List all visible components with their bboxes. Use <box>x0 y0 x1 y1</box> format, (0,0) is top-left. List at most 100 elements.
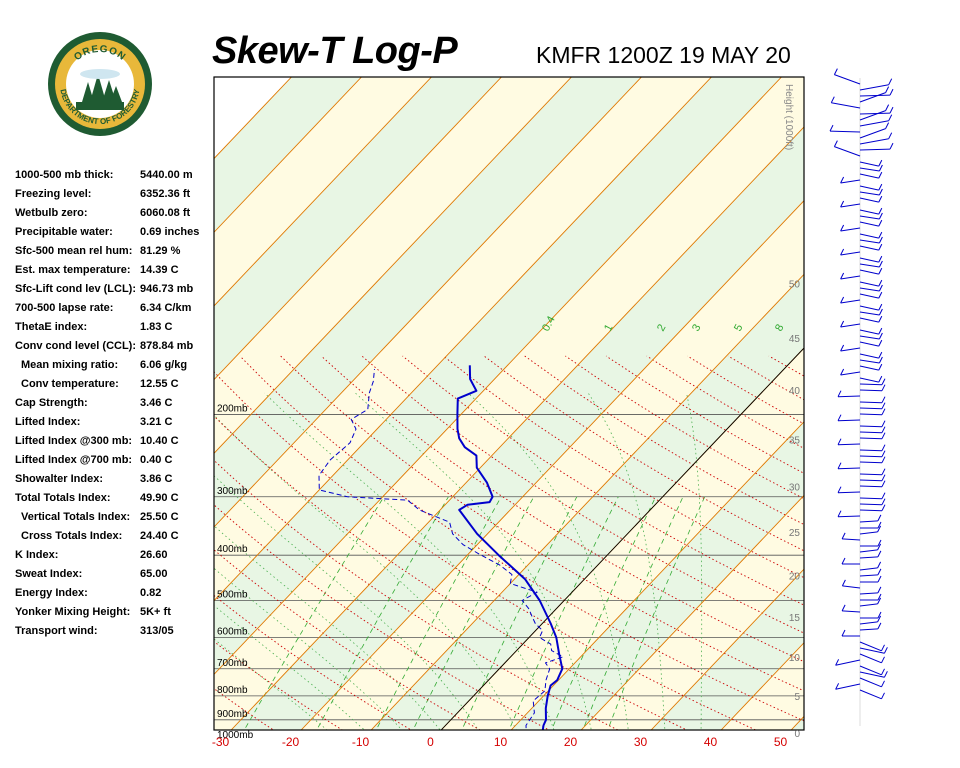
dry-adiabat-line <box>402 355 804 606</box>
wind-barb <box>859 207 883 215</box>
wind-barb <box>859 622 882 631</box>
isotherm-line <box>214 77 572 454</box>
wind-barb <box>859 339 883 347</box>
index-label: ThetaE index: <box>15 321 88 333</box>
index-label: Conv cond level (CCL): <box>15 340 137 352</box>
moist-adiabat-line <box>686 392 703 730</box>
index-label: Cap Strength: <box>15 397 88 409</box>
wind-barb <box>859 351 883 359</box>
dry-adiabat-line <box>239 355 804 722</box>
wind-barb <box>859 106 894 115</box>
pressure-labels: 200mb 300mb 400mb 500mb 600mb 700mb 800mb 900mb… <box>217 403 254 741</box>
index-value: 3.46 C <box>140 397 173 409</box>
index-value: 1.83 C <box>140 321 173 333</box>
oregon-department-of-forestry-logo: OREGON DEPARTMENT OF FORESTRY <box>48 32 152 136</box>
isotherm-line <box>370 273 804 730</box>
wind-barb <box>859 647 888 654</box>
wind-barb <box>840 320 861 328</box>
index-label: Sfc-Lift cond lev (LCL): <box>15 283 136 295</box>
wind-barb <box>837 462 861 470</box>
pressure-label: 400mb <box>217 544 248 555</box>
wind-barb <box>835 659 861 666</box>
index-value: 6352.36 ft <box>140 188 191 200</box>
index-value: 3.21 C <box>140 416 173 428</box>
wind-barb <box>859 171 883 179</box>
wind-barb <box>859 291 883 299</box>
isotherm-line <box>650 568 804 730</box>
wind-barb <box>859 363 883 371</box>
wind-barb <box>837 414 861 422</box>
index-label: Transport wind: <box>15 625 98 637</box>
wind-barb <box>859 375 883 383</box>
wind-barb <box>859 550 882 559</box>
wind-barb <box>859 104 890 121</box>
pressure-label: 900mb <box>217 709 248 720</box>
wind-barb <box>859 677 885 688</box>
dry-adiabat-line <box>214 459 619 730</box>
index-label: 700-500 lapse rate: <box>15 302 114 314</box>
pressure-label: 300mb <box>217 486 248 497</box>
index-value: 946.73 mb <box>140 283 194 295</box>
plot-area <box>214 77 804 730</box>
wind-barb <box>859 188 883 196</box>
mixing-ratio-label: 5 <box>732 322 745 333</box>
wind-barb <box>859 444 886 452</box>
wind-barb <box>859 78 893 91</box>
wind-barb <box>859 122 890 139</box>
wind-barb <box>859 159 883 167</box>
station-time: KMFR 1200Z 19 MAY 20 <box>536 42 791 68</box>
wind-barb <box>859 426 886 434</box>
index-label: Total Totals Index: <box>15 492 111 504</box>
height-tick-label: 25 <box>789 528 801 539</box>
isotherm-line <box>214 77 362 233</box>
wind-barb <box>837 390 861 398</box>
isotherm-line <box>230 126 804 730</box>
wind-barb <box>830 96 861 109</box>
mixing-ratio-line <box>412 496 535 730</box>
wind-barb <box>859 88 894 97</box>
plot-frame <box>213 76 805 731</box>
index-value: 0.40 C <box>140 454 173 466</box>
wind-barb <box>841 579 861 589</box>
wind-barb <box>859 327 883 335</box>
wind-barb <box>859 236 883 244</box>
wind-barb <box>841 604 861 613</box>
wind-barb <box>859 408 886 416</box>
wind-barb <box>859 219 883 227</box>
wind-barb <box>859 561 882 571</box>
height-tick-label: 35 <box>789 435 801 446</box>
mixing-ratio-label: 3 <box>690 322 703 333</box>
wind-barb <box>837 438 861 446</box>
moist-adiabat-line <box>355 392 592 730</box>
wind-barb <box>840 368 861 376</box>
wind-barb <box>859 641 885 652</box>
wind-barb <box>859 396 886 404</box>
index-label: Mean mixing ratio: <box>21 359 119 371</box>
dry-adiabat-line <box>280 355 804 692</box>
mixing-ratio-line <box>375 496 502 730</box>
index-value: 25.50 C <box>140 511 179 523</box>
height-axis-label: Height (1000ft) <box>783 84 794 150</box>
wind-barb <box>859 689 885 700</box>
index-value: 10.40 C <box>140 435 179 447</box>
wind-barb <box>859 525 882 535</box>
wind-barb <box>840 296 861 304</box>
wind-barb <box>840 176 861 184</box>
mixing-ratio-line <box>461 496 578 730</box>
wind-barb <box>860 611 882 619</box>
wind-barb <box>859 543 882 553</box>
wind-barb <box>859 665 885 676</box>
wind-barb <box>859 586 882 595</box>
index-label: Energy Index: <box>15 587 88 599</box>
temperature-tick-label: -10 <box>352 735 370 749</box>
index-value: 12.55 C <box>140 378 179 390</box>
temperature-tick-label: 10 <box>494 735 508 749</box>
wind-barb <box>860 575 882 583</box>
index-label: Freezing level: <box>15 188 92 200</box>
wind-barb <box>859 450 886 458</box>
wind-barb <box>859 432 886 440</box>
wind-barb <box>859 308 883 316</box>
height-tick-label: 5 <box>794 692 800 703</box>
index-label: 1000-500 mb thick: <box>15 169 114 181</box>
